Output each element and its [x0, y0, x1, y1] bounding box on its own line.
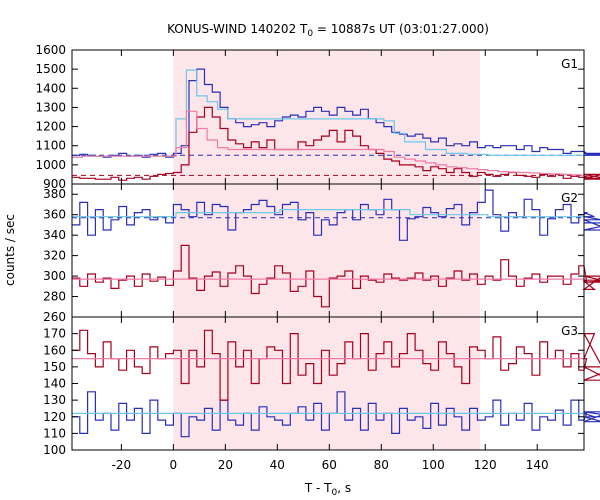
- ytick-label: 260: [43, 310, 66, 324]
- panel-label-g1: G1: [561, 57, 578, 71]
- xtick-label: 140: [526, 458, 549, 472]
- chart-title: KONUS-WIND 140202 T0 = 10887s UT (03:01:…: [167, 22, 489, 39]
- ytick-label: 280: [43, 290, 66, 304]
- ytick-label: 120: [43, 410, 66, 424]
- ytick-label: 150: [43, 360, 66, 374]
- panel-label-g2: G2: [561, 191, 578, 205]
- ytick-label: 1500: [35, 62, 66, 76]
- ytick-label: 1000: [35, 158, 66, 172]
- ytick-label: 900: [43, 177, 66, 191]
- x-axis-label: T - T0, s: [304, 481, 351, 498]
- series-g3-red: [72, 329, 600, 401]
- series-g2-red: [72, 244, 600, 308]
- ytick-label: 380: [43, 187, 66, 201]
- ytick-label: 160: [43, 343, 66, 357]
- xtick-label: 20: [218, 458, 233, 472]
- ytick-label: 170: [43, 327, 66, 341]
- ytick-label: 340: [43, 228, 66, 242]
- y-axis-label: counts / sec: [3, 214, 17, 286]
- ytick-label: 1200: [35, 120, 66, 134]
- ytick-label: 1300: [35, 100, 66, 114]
- ytick-label: 1100: [35, 139, 66, 153]
- ytick-label: 320: [43, 249, 66, 263]
- ytick-label: 1400: [35, 81, 66, 95]
- shaded-interval: [173, 50, 481, 450]
- panel-g2: 260 280 300 320 340 360 380 G2: [43, 183, 600, 324]
- xtick-label: -20: [112, 458, 132, 472]
- xtick-label: 80: [374, 458, 389, 472]
- ytick-label: 110: [43, 426, 66, 440]
- ytick-label: 300: [43, 269, 66, 283]
- series-g2-cyan: [72, 209, 584, 218]
- panel-g1: 900 1000 1100 1200 1300 1400 1500 1600 G1: [35, 43, 600, 191]
- panel-label-g3: G3: [561, 324, 578, 338]
- series-g3-blue: [72, 391, 600, 438]
- ytick-label: 1600: [35, 43, 66, 57]
- ytick-label: 130: [43, 393, 66, 407]
- series-g1-blue: [72, 68, 600, 158]
- panels-group: 9001000110012001300140015001600G12602803…: [35, 43, 600, 472]
- xtick-label: 120: [474, 458, 497, 472]
- series-g1-red: [72, 106, 600, 181]
- series-g1-pink: [72, 110, 584, 176]
- xtick-label: 60: [322, 458, 337, 472]
- xtick-label: 0: [170, 458, 178, 472]
- xtick-label: 100: [422, 458, 445, 472]
- xtick-label: 40: [270, 458, 285, 472]
- ytick-label: 360: [43, 208, 66, 222]
- ytick-label: 140: [43, 377, 66, 391]
- ytick-label: 100: [43, 443, 66, 457]
- panel-g3: 100 110 120 130 140 150 160 170 G3: [43, 316, 600, 457]
